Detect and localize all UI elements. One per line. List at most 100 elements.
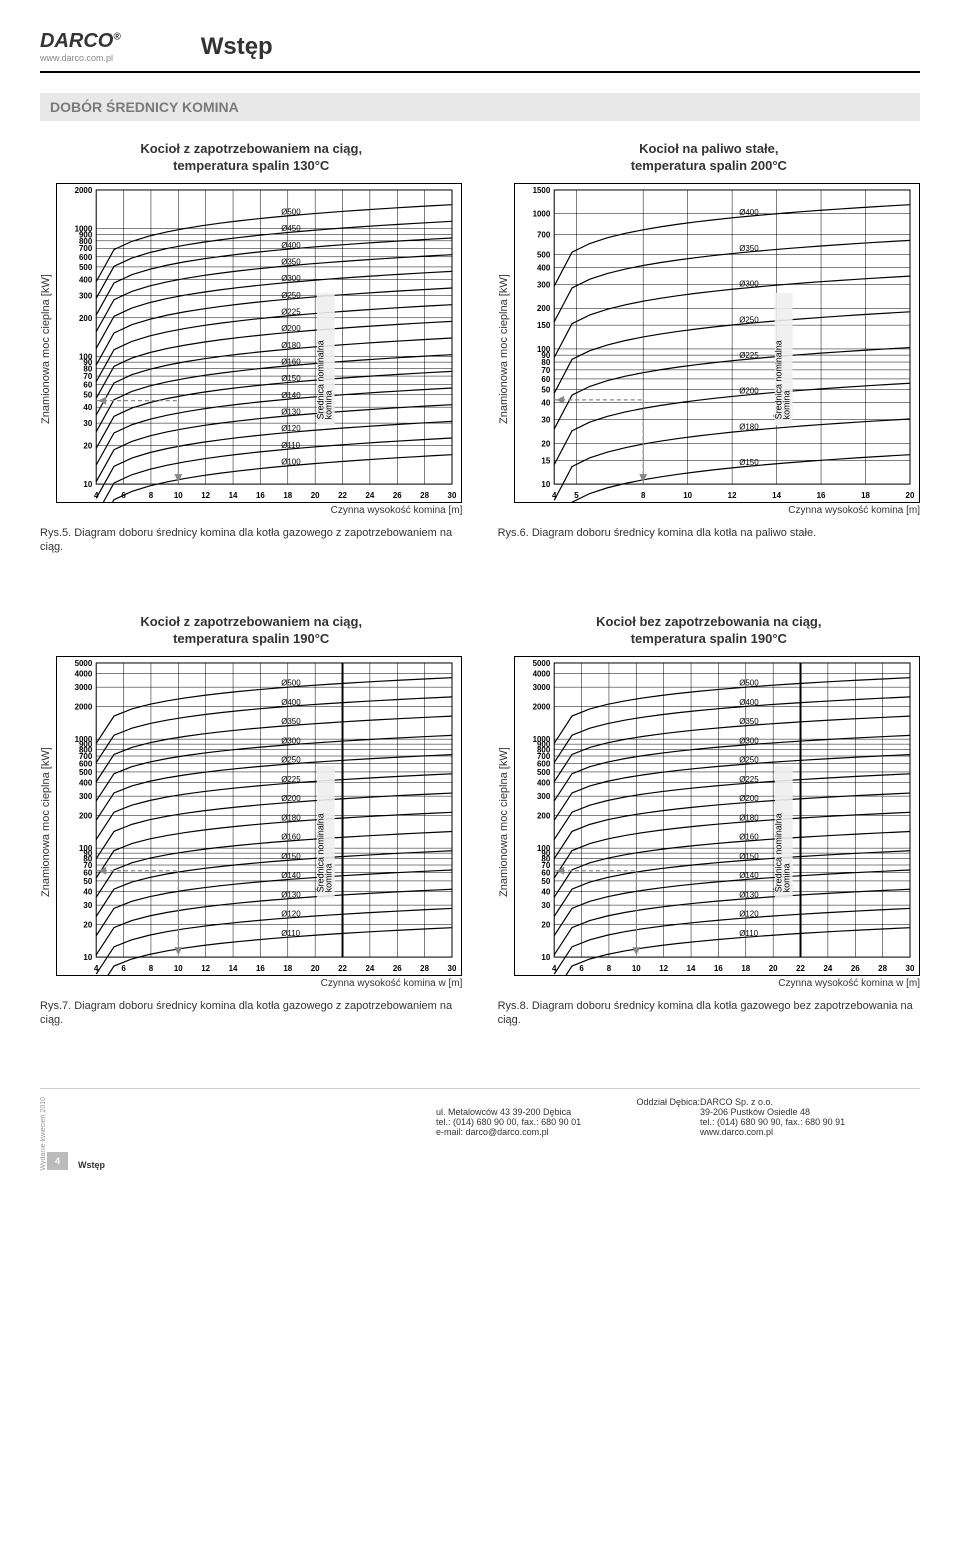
svg-text:Ø180: Ø180 — [739, 422, 759, 431]
svg-text:1000: 1000 — [532, 210, 550, 219]
svg-text:20: 20 — [311, 491, 320, 500]
chart-caption: Rys.6. Diagram doboru średnicy komina dl… — [498, 526, 920, 540]
svg-text:Ø400: Ø400 — [281, 241, 301, 250]
chart-title: Kocioł na paliwo stałe,temperatura spali… — [498, 141, 920, 175]
svg-text:Ø100: Ø100 — [281, 457, 301, 466]
svg-text:Ø140: Ø140 — [281, 871, 301, 880]
svg-text:100: 100 — [79, 844, 93, 853]
svg-text:komina: komina — [781, 390, 791, 419]
svg-text:24: 24 — [823, 964, 832, 973]
page-number: 4 — [47, 1152, 68, 1170]
chart-caption: Rys.5. Diagram doboru średnicy komina dl… — [40, 526, 462, 555]
svg-text:400: 400 — [79, 275, 93, 284]
chart-x-label: Czynna wysokość komina [m] — [514, 505, 920, 516]
svg-text:komina: komina — [324, 864, 334, 893]
svg-text:500: 500 — [79, 263, 93, 272]
chart-y-label: Znamionowa moc cieplna [kW] — [498, 656, 510, 989]
svg-text:18: 18 — [741, 964, 750, 973]
svg-text:6: 6 — [121, 964, 126, 973]
chart-svg: 4581012141618201015203040506070809010015… — [514, 183, 920, 503]
svg-text:4000: 4000 — [75, 670, 93, 679]
svg-text:10: 10 — [174, 491, 183, 500]
chart-title: Kocioł z zapotrzebowaniem na ciąg,temper… — [40, 141, 462, 175]
svg-text:100: 100 — [79, 352, 93, 361]
svg-text:Ø225: Ø225 — [281, 775, 301, 784]
svg-text:Ø150: Ø150 — [281, 852, 301, 861]
chart-svg: 4681012141618202224262830102030405060708… — [56, 183, 462, 503]
svg-text:Ø250: Ø250 — [739, 315, 759, 324]
svg-text:26: 26 — [393, 491, 402, 500]
svg-text:Ø400: Ø400 — [281, 698, 301, 707]
svg-text:Ø120: Ø120 — [281, 424, 301, 433]
svg-text:14: 14 — [229, 491, 238, 500]
svg-text:400: 400 — [79, 779, 93, 788]
chart-y-label: Znamionowa moc cieplna [kW] — [498, 183, 510, 516]
svg-text:10: 10 — [541, 480, 550, 489]
svg-text:8: 8 — [149, 964, 154, 973]
svg-text:20: 20 — [83, 920, 92, 929]
svg-text:Ø200: Ø200 — [281, 794, 301, 803]
svg-text:150: 150 — [537, 321, 551, 330]
svg-text:16: 16 — [256, 964, 265, 973]
chart-y-label: Znamionowa moc cieplna [kW] — [40, 183, 52, 516]
svg-text:Ø130: Ø130 — [281, 407, 301, 416]
svg-text:60: 60 — [83, 380, 92, 389]
svg-text:6: 6 — [579, 964, 584, 973]
svg-text:24: 24 — [365, 964, 374, 973]
chart-svg: 4681012141618202224262830102030405060708… — [514, 656, 920, 976]
svg-text:14: 14 — [772, 491, 781, 500]
chart-x-label: Czynna wysokość komina [m] — [56, 505, 462, 516]
svg-text:Ø150: Ø150 — [281, 374, 301, 383]
svg-text:30: 30 — [83, 901, 92, 910]
svg-text:10: 10 — [174, 964, 183, 973]
svg-text:Ø350: Ø350 — [739, 244, 759, 253]
svg-text:30: 30 — [905, 964, 914, 973]
chart-3: Kocioł bez zapotrzebowania na ciąg,tempe… — [498, 614, 920, 1027]
svg-text:28: 28 — [878, 964, 887, 973]
svg-text:100: 100 — [537, 844, 551, 853]
chart-title: Kocioł z zapotrzebowaniem na ciąg,temper… — [40, 614, 462, 648]
svg-text:20: 20 — [541, 920, 550, 929]
svg-text:16: 16 — [714, 964, 723, 973]
footer-email: e-mail: darco@darco.com.pl — [436, 1127, 700, 1137]
svg-text:12: 12 — [727, 491, 736, 500]
svg-text:12: 12 — [201, 491, 210, 500]
svg-text:500: 500 — [537, 768, 551, 777]
page-title: Wstęp — [201, 33, 273, 61]
chart-1: Kocioł na paliwo stałe,temperatura spali… — [498, 141, 920, 554]
svg-text:Ø130: Ø130 — [739, 890, 759, 899]
svg-text:20: 20 — [311, 964, 320, 973]
section-title: DOBÓR ŚREDNICY KOMINA — [40, 93, 920, 121]
svg-text:22: 22 — [338, 491, 347, 500]
svg-text:Ø350: Ø350 — [281, 717, 301, 726]
svg-text:Ø150: Ø150 — [739, 852, 759, 861]
svg-text:12: 12 — [201, 964, 210, 973]
svg-text:22: 22 — [796, 964, 805, 973]
svg-text:3000: 3000 — [532, 683, 550, 692]
svg-text:400: 400 — [537, 263, 551, 272]
svg-text:Ø350: Ø350 — [739, 717, 759, 726]
svg-text:30: 30 — [448, 491, 457, 500]
svg-text:30: 30 — [83, 419, 92, 428]
svg-text:10: 10 — [632, 964, 641, 973]
svg-text:600: 600 — [79, 253, 93, 262]
svg-text:40: 40 — [541, 398, 550, 407]
charts-row-1: Kocioł z zapotrzebowaniem na ciąg,temper… — [40, 614, 920, 1027]
page-header: DARCO® www.darco.com.pl Wstęp — [40, 30, 920, 73]
svg-text:2000: 2000 — [75, 186, 93, 195]
svg-text:Ø140: Ø140 — [739, 871, 759, 880]
svg-text:18: 18 — [861, 491, 870, 500]
svg-text:30: 30 — [448, 964, 457, 973]
svg-text:Ø225: Ø225 — [739, 351, 759, 360]
svg-text:Ø450: Ø450 — [281, 224, 301, 233]
svg-text:16: 16 — [256, 491, 265, 500]
svg-text:700: 700 — [537, 230, 551, 239]
svg-text:300: 300 — [79, 792, 93, 801]
svg-text:Ø225: Ø225 — [739, 775, 759, 784]
svg-text:Ø500: Ø500 — [281, 679, 301, 688]
svg-text:14: 14 — [686, 964, 695, 973]
svg-text:Ø160: Ø160 — [739, 833, 759, 842]
logo-text: DARCO — [40, 30, 113, 52]
svg-text:Ø500: Ø500 — [281, 207, 301, 216]
svg-text:Ø160: Ø160 — [281, 357, 301, 366]
